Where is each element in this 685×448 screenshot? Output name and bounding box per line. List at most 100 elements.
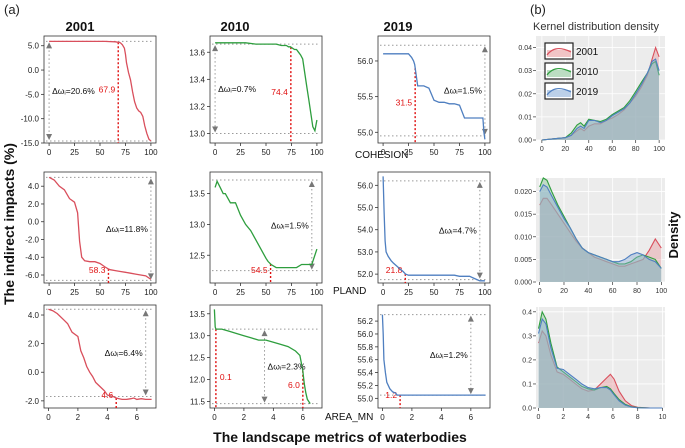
y-tick-label: -2.0 bbox=[25, 235, 39, 244]
density-area-2010 bbox=[539, 178, 662, 282]
series-line-2019 bbox=[383, 53, 486, 140]
x-tick-label: 0 bbox=[212, 413, 217, 422]
x-tick-label: 100 bbox=[478, 288, 492, 297]
y-tick-label: 56.0 bbox=[357, 181, 373, 190]
delta-arrow-up-icon bbox=[46, 42, 53, 49]
x-tick-label: 20 bbox=[560, 288, 568, 295]
y-tick-label: 56.2 bbox=[357, 317, 373, 326]
x-tick-label: 0 bbox=[213, 148, 218, 157]
delta-label: Δωᵢ=6.4% bbox=[105, 348, 143, 358]
series-line-2001 bbox=[48, 308, 152, 401]
y-tick-label: 0.0 bbox=[28, 368, 40, 377]
delta-arrow-up-icon bbox=[308, 181, 315, 188]
y-tick-label: 5.0 bbox=[28, 42, 40, 51]
x-tick-label: 25 bbox=[236, 148, 245, 157]
density-line-2019 bbox=[537, 317, 663, 409]
y-tick-label: -6.0 bbox=[25, 271, 39, 280]
x-tick-label: 6 bbox=[469, 413, 474, 422]
density-line-2019 bbox=[541, 58, 660, 141]
x-tick-label: 0 bbox=[46, 413, 51, 422]
x-tick-label: 75 bbox=[455, 288, 464, 297]
plot-frame bbox=[377, 171, 491, 284]
y-tick-label: 54.0 bbox=[357, 226, 373, 235]
line-panel-2010-cohesion: 0 25 50 75 100 13.6 13.4 13.2 13.0 74.4 Δωᵢ=0.7% bbox=[189, 35, 324, 157]
x-tick-label: 4 bbox=[439, 413, 444, 422]
legend-label: 2010 bbox=[576, 67, 599, 78]
delta-arrow-down-icon bbox=[261, 396, 268, 403]
delta-arrow-up-icon bbox=[142, 310, 149, 317]
x-tick-label: 50 bbox=[96, 148, 105, 157]
y-tick-label: 4.0 bbox=[28, 182, 40, 191]
y-tick-label: 0.01 bbox=[518, 114, 532, 121]
density-area-2019 bbox=[538, 319, 663, 408]
threshold-label: 54.5 bbox=[251, 265, 268, 275]
x-tick-label: 0 bbox=[380, 413, 385, 422]
y-tick-label: 0.015 bbox=[514, 212, 532, 219]
x-tick-label: 10 bbox=[659, 414, 667, 421]
x-tick-label: 60 bbox=[608, 146, 616, 153]
y-tick-label: 2.0 bbox=[28, 340, 40, 349]
x-tick-label: 25 bbox=[404, 148, 413, 157]
y-tick-label: 13.0 bbox=[189, 130, 205, 139]
y-tick-label: 13.0 bbox=[189, 220, 205, 229]
threshold-label: 21.8 bbox=[386, 265, 403, 275]
metric-label-area-mn: AREA_MN bbox=[325, 412, 373, 423]
legend-item-2019: 2019 bbox=[544, 82, 599, 100]
x-tick-label: 100 bbox=[656, 288, 668, 295]
line-panel-2019-pland: 0 25 50 75 100 56.0 55.0 54.0 53.0 52.0 21.8 Δωᵢ=4.… bbox=[357, 171, 492, 297]
threshold-label: 58.3 bbox=[89, 265, 106, 275]
metric-label-cohesion: COHESION bbox=[355, 150, 408, 161]
line-panel-2010-area_mn: 0 2 4 6 13.5 13.0 12.5 12.0 11.5 6.0 0.1 Δωᵢ=2.3% bbox=[189, 304, 323, 422]
x-tick-label: 0 bbox=[213, 288, 218, 297]
series-line-2010 bbox=[214, 179, 318, 269]
x-tick-label: 4 bbox=[271, 413, 276, 422]
year-2019-heading: 2019 bbox=[384, 19, 413, 34]
x-tick-label: 50 bbox=[262, 288, 271, 297]
legend-swatch-fill bbox=[547, 50, 571, 57]
density-area-2001 bbox=[539, 198, 662, 282]
density-background bbox=[536, 178, 665, 282]
panel-b-label: (b) bbox=[530, 2, 546, 17]
y-tick-label: 12.5 bbox=[189, 251, 205, 260]
x-tick-label: 50 bbox=[430, 148, 439, 157]
y-tick-label: 0.0 bbox=[28, 66, 40, 75]
y-tick-label: 0.02 bbox=[518, 91, 532, 98]
x-tick-label: 2 bbox=[561, 414, 565, 421]
x-tick-label: 25 bbox=[70, 148, 79, 157]
x-tick-label: 20 bbox=[561, 146, 569, 153]
density-background bbox=[536, 307, 665, 408]
x-tick-label: 6 bbox=[301, 413, 306, 422]
y-tick-label: 0.0 bbox=[522, 406, 532, 413]
y-tick-label: 55.0 bbox=[357, 394, 373, 403]
y-tick-label: 0.4 bbox=[522, 309, 532, 316]
y-tick-label: 55.4 bbox=[357, 369, 373, 378]
legend-swatch-line bbox=[546, 68, 572, 76]
delta-arrow-up-icon bbox=[481, 46, 488, 53]
y-axis-title: The indirect impacts (%) bbox=[1, 143, 17, 305]
plot-frame bbox=[43, 171, 157, 284]
x-tick-label: 80 bbox=[633, 288, 641, 295]
threshold-label: 67.9 bbox=[99, 85, 116, 95]
legend-swatch-fill bbox=[547, 90, 571, 97]
y-tick-label: -2.0 bbox=[25, 397, 39, 406]
line-panel-2019-area_mn: 0 2 4 6 56.2 56.0 55.8 55.6 55.4 55.2 55.0 1.2 Δωᵢ=1… bbox=[357, 304, 491, 422]
y-tick-label: 53.0 bbox=[357, 248, 373, 257]
density-area-2010 bbox=[538, 311, 663, 408]
y-tick-label: -4.0 bbox=[25, 253, 39, 262]
density-line-2001 bbox=[539, 197, 662, 267]
threshold-label-secondary: 0.1 bbox=[220, 372, 232, 382]
delta-label: Δωᵢ=20.6% bbox=[52, 86, 95, 96]
y-tick-label: 4.0 bbox=[28, 311, 40, 320]
y-tick-label: 0.010 bbox=[514, 234, 532, 241]
delta-arrow-up-icon bbox=[212, 45, 219, 52]
y-tick-label: 0.000 bbox=[514, 280, 532, 287]
x-tick-label: 75 bbox=[455, 148, 464, 157]
legend-item-2010: 2010 bbox=[544, 62, 599, 80]
line-panel-2001-pland: 0 25 50 75 100 4.0 2.0 0.0 -2.0 -4.0 -6.0 58.3 Δωᵢ=1… bbox=[25, 171, 158, 297]
y-tick-label: 13.2 bbox=[189, 102, 205, 111]
x-tick-label: 75 bbox=[121, 288, 130, 297]
threshold-label: 74.4 bbox=[271, 87, 288, 97]
delta-label: Δωᵢ=1.5% bbox=[271, 220, 309, 230]
plot-frame bbox=[43, 35, 157, 144]
